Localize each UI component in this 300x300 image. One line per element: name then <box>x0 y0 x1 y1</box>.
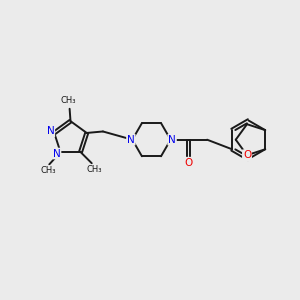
Text: N: N <box>46 127 54 136</box>
Text: N: N <box>53 148 61 158</box>
Text: CH₃: CH₃ <box>41 166 56 175</box>
Text: O: O <box>185 158 193 168</box>
Text: N: N <box>168 135 176 145</box>
Text: CH₃: CH₃ <box>60 96 76 105</box>
Text: O: O <box>243 150 251 160</box>
Text: CH₃: CH₃ <box>86 165 102 174</box>
Text: N: N <box>127 135 135 145</box>
